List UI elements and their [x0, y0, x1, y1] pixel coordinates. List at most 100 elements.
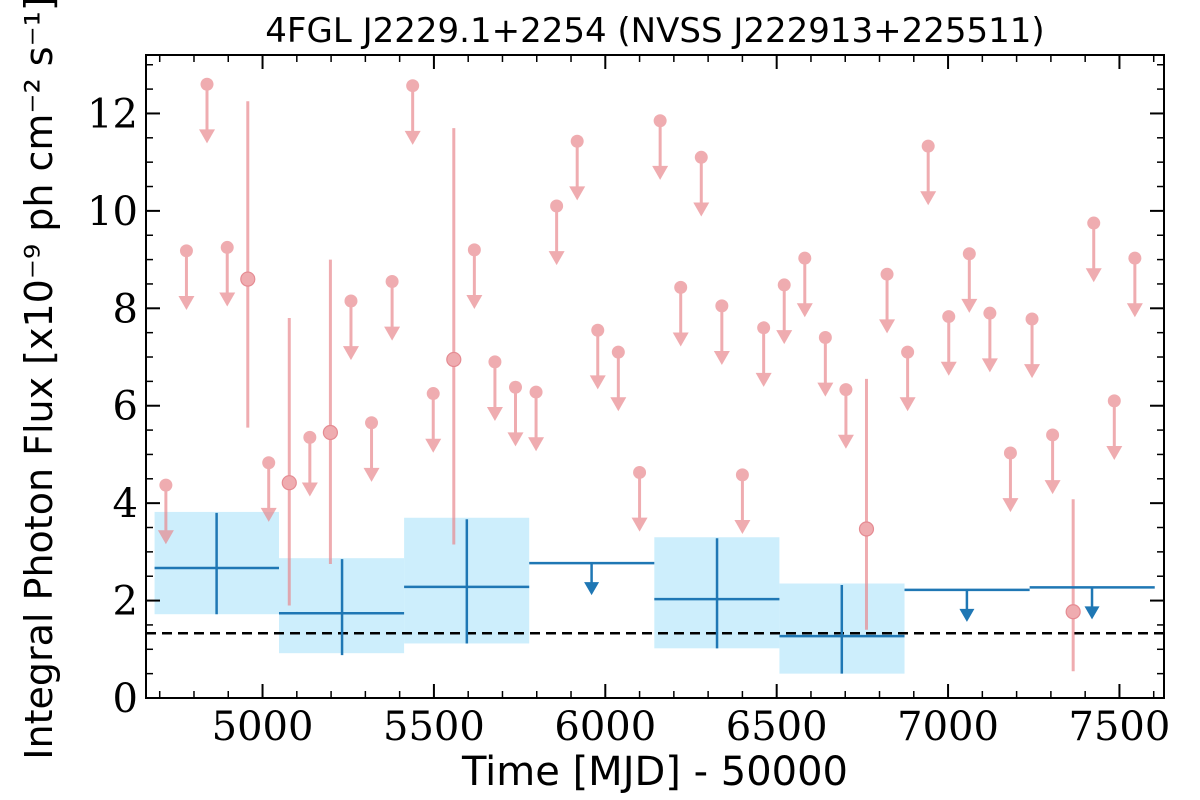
- upper-limit-marker: [694, 150, 708, 164]
- short-bin-upper-limit: [157, 478, 174, 545]
- y-tick-label: 2: [113, 579, 138, 625]
- long-bin-upper-limit: [1029, 586, 1155, 620]
- short-bin-detection: [281, 318, 297, 606]
- upper-limit-marker: [798, 251, 812, 265]
- upper-limit-marker: [1003, 446, 1017, 460]
- short-bin-upper-limit: [1024, 312, 1041, 379]
- short-bin-detection: [446, 128, 462, 545]
- short-bin-upper-limit: [920, 139, 937, 206]
- upper-limit-marker: [591, 323, 605, 337]
- y-tick-label: 12: [87, 91, 138, 137]
- upper-limit-marker: [777, 278, 791, 292]
- x-tick-label: 7000: [897, 704, 999, 750]
- upper-limit-arrowhead: [1106, 446, 1123, 461]
- short-bin-upper-limit: [466, 243, 483, 309]
- long-bin-upper-limit: [904, 588, 1030, 622]
- short-bin-upper-limit: [404, 79, 421, 145]
- short-bin-upper-limit: [528, 385, 545, 452]
- short-bin-upper-limit: [1106, 394, 1123, 461]
- long-bin-ul-arrowhead: [1084, 606, 1100, 620]
- detection-marker: [281, 475, 297, 491]
- upper-limit-arrowhead: [1085, 268, 1102, 283]
- upper-limit-arrowhead: [589, 375, 606, 390]
- upper-limit-arrowhead: [404, 130, 421, 145]
- upper-limit-marker: [365, 416, 379, 430]
- plot-area: [146, 77, 1164, 674]
- upper-limit-arrowhead: [260, 507, 277, 522]
- x-tick-label: 7500: [1069, 704, 1171, 750]
- upper-limit-arrowhead: [528, 437, 545, 452]
- upper-limit-marker: [406, 79, 420, 93]
- upper-limit-marker: [426, 387, 440, 401]
- y-tick-label: 10: [87, 189, 138, 235]
- upper-limit-arrowhead: [879, 319, 896, 334]
- upper-limit-arrowhead: [466, 294, 483, 309]
- long-bin-ul-arrowhead: [584, 582, 600, 596]
- upper-limit-marker: [653, 114, 667, 128]
- upper-limit-arrowhead: [1044, 480, 1061, 495]
- upper-limit-marker: [962, 247, 976, 261]
- long-bin-detection: [278, 559, 405, 656]
- upper-limit-marker: [488, 355, 502, 369]
- upper-limit-marker: [1046, 428, 1060, 442]
- upper-limit-arrowhead: [610, 397, 627, 412]
- upper-limit-arrowhead: [652, 165, 669, 180]
- upper-limit-arrowhead: [548, 251, 565, 266]
- short-bin-detection: [322, 259, 339, 565]
- long-bin-ul-arrowhead: [959, 608, 975, 622]
- upper-limit-marker: [901, 345, 915, 359]
- detection-marker: [240, 271, 256, 287]
- short-bin-upper-limit: [1044, 428, 1061, 495]
- short-bin-upper-limit: [342, 294, 359, 361]
- short-bin-upper-limit: [837, 383, 854, 449]
- upper-limit-marker: [715, 299, 729, 313]
- upper-limit-arrowhead: [199, 129, 216, 144]
- y-tick-label: 8: [113, 286, 138, 332]
- upper-limit-marker: [1087, 216, 1101, 230]
- short-bin-upper-limit: [981, 306, 998, 373]
- long-bin-detection: [779, 584, 905, 674]
- short-bin-upper-limit: [755, 321, 772, 387]
- y-tick-label: 0: [113, 676, 138, 722]
- short-bin-upper-limit: [589, 323, 606, 390]
- upper-limit-marker: [550, 199, 564, 213]
- short-bin-upper-limit: [776, 278, 793, 345]
- short-bin-detection: [240, 101, 256, 428]
- upper-limit-arrowhead: [631, 517, 648, 532]
- upper-limit-marker: [633, 465, 647, 479]
- upper-limit-arrowhead: [507, 432, 524, 447]
- short-bin-detection: [858, 378, 875, 630]
- upper-limit-arrowhead: [837, 434, 854, 449]
- upper-limit-arrowhead: [1024, 364, 1041, 379]
- upper-limit-arrowhead: [178, 295, 195, 310]
- short-bin-upper-limit: [548, 199, 565, 266]
- upper-limit-arrowhead: [425, 438, 442, 453]
- long-bin-detection: [154, 512, 279, 615]
- short-bin-upper-limit: [1126, 251, 1143, 318]
- upper-limit-arrowhead: [1126, 303, 1143, 318]
- short-bin-upper-limit: [199, 77, 216, 144]
- upper-limit-arrowhead: [940, 361, 957, 376]
- upper-limit-marker: [303, 430, 317, 444]
- detection-marker: [1065, 604, 1081, 620]
- short-bin-upper-limit: [301, 430, 318, 497]
- x-tick-label: 6500: [726, 704, 828, 750]
- short-bin-upper-limit: [672, 280, 689, 347]
- upper-limit-marker: [880, 267, 894, 281]
- short-bin-upper-limit: [1002, 446, 1019, 513]
- short-bin-upper-limit: [940, 310, 957, 376]
- axis-ticks: 5000 5500 6000 6500 7000 7500 0 2 4 6 8 10 12: [87, 55, 1170, 750]
- upper-limit-arrowhead: [981, 358, 998, 373]
- short-bin-upper-limit: [796, 251, 813, 318]
- upper-limit-marker: [757, 321, 771, 335]
- upper-limit-marker: [1107, 394, 1121, 408]
- upper-limit-arrowhead: [1002, 498, 1019, 513]
- upper-limit-arrowhead: [157, 530, 174, 545]
- upper-limit-marker: [1128, 251, 1142, 265]
- upper-limit-arrowhead: [817, 382, 834, 397]
- long-bin-upper-limit: [529, 561, 655, 596]
- upper-limit-arrowhead: [486, 407, 503, 422]
- detection-marker: [322, 424, 339, 441]
- short-bin-upper-limit: [734, 468, 751, 535]
- upper-limit-arrowhead: [301, 482, 318, 497]
